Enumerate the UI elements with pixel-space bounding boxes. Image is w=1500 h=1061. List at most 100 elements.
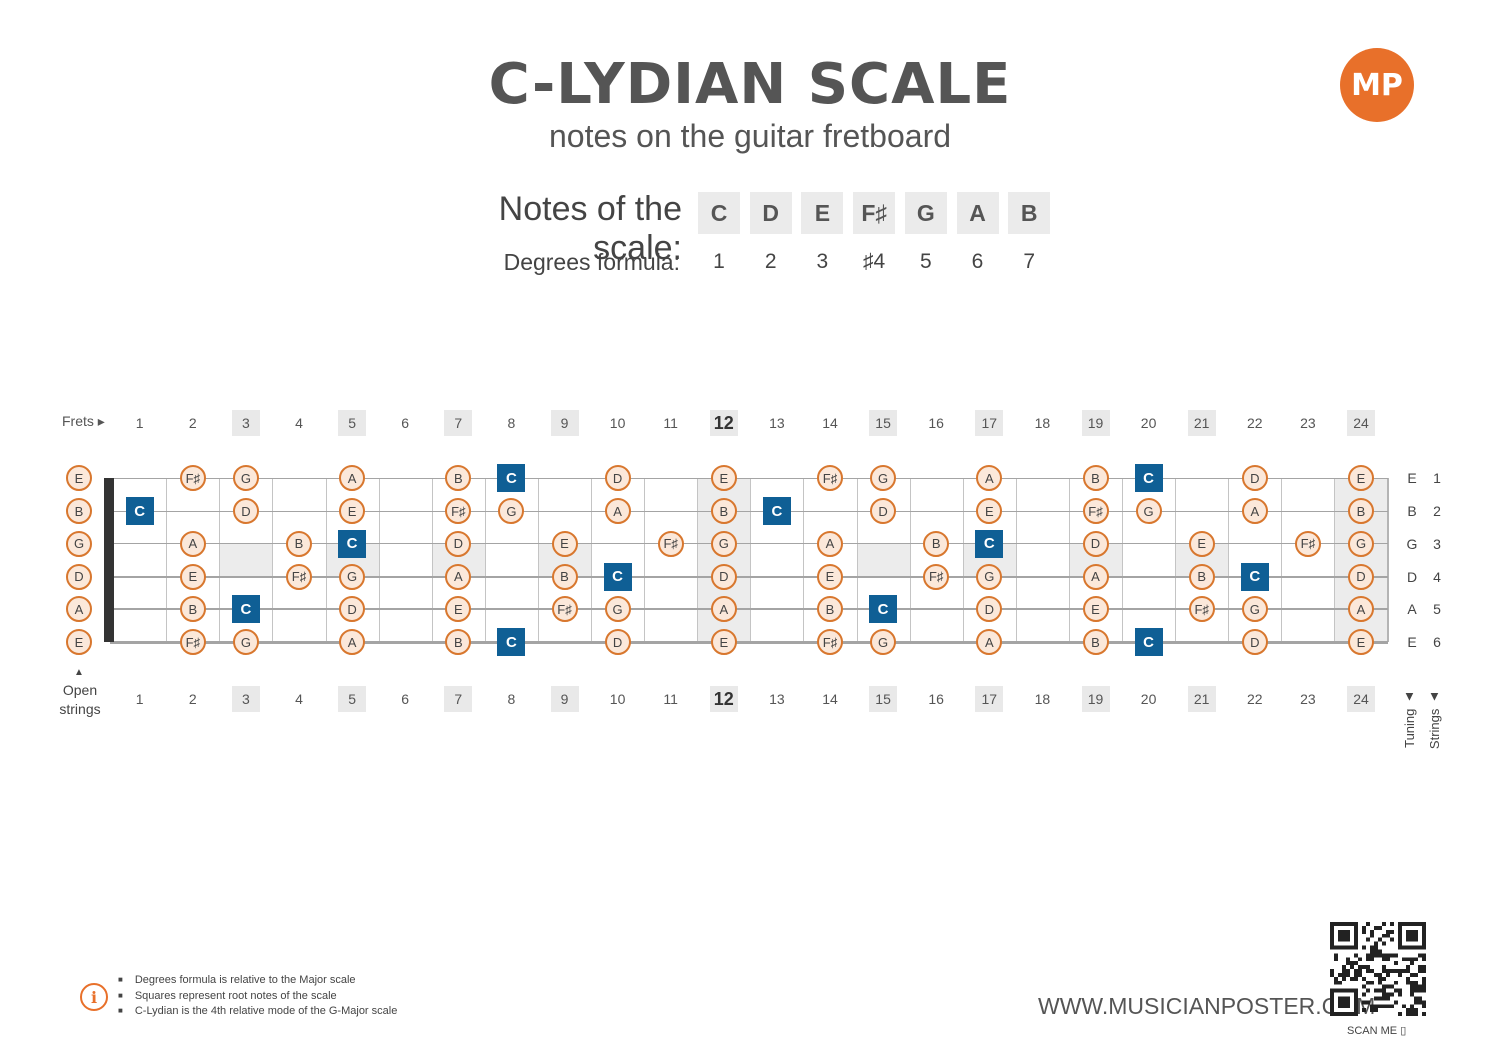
tuning-note: B bbox=[1407, 503, 1417, 519]
degrees-formula-label: Degrees formula: bbox=[503, 249, 680, 275]
open-string-note: E bbox=[66, 465, 92, 491]
page-subtitle: notes on the guitar fretboard bbox=[548, 118, 952, 154]
scale-note-marker: F♯ bbox=[923, 563, 950, 590]
scale-note-marker: A bbox=[339, 465, 366, 491]
scale-note-marker: E bbox=[1348, 629, 1374, 655]
fret-number: 13 bbox=[769, 415, 785, 431]
fret-line bbox=[591, 478, 593, 642]
fret-number: 24 bbox=[1347, 686, 1375, 712]
scale-note-marker: F♯ bbox=[817, 465, 843, 491]
scale-note-marker: G bbox=[604, 596, 631, 622]
qr-code-icon[interactable] bbox=[1330, 922, 1426, 1016]
root-note: C bbox=[338, 529, 367, 558]
scale-note-marker: F♯ bbox=[286, 563, 312, 590]
fret-line bbox=[1228, 478, 1230, 642]
guitar-string bbox=[110, 575, 1388, 578]
fret-number: 22 bbox=[1247, 415, 1263, 431]
fret-number: 11 bbox=[663, 415, 678, 431]
fret-line bbox=[750, 478, 752, 642]
open-strings-label-line1: Open bbox=[62, 682, 98, 698]
scale-note-marker: D bbox=[232, 498, 259, 524]
root-note: C bbox=[975, 529, 1004, 558]
guitar-string bbox=[110, 510, 1388, 512]
scale-note-marker: E bbox=[710, 465, 737, 491]
fret-number: 1 bbox=[135, 691, 144, 707]
scale-note: F♯ bbox=[853, 192, 896, 234]
fret-number: 2 bbox=[188, 415, 197, 431]
scale-note-marker: F♯ bbox=[1294, 530, 1321, 557]
open-string-note: G bbox=[66, 530, 92, 557]
scale-note-marker: D bbox=[1082, 530, 1109, 557]
fret-line bbox=[962, 478, 964, 642]
guitar-string bbox=[110, 477, 1388, 479]
website-link[interactable]: WWW.MUSICIANPOSTER.COM bbox=[1038, 993, 1376, 1019]
scale-degree: 3 bbox=[816, 250, 829, 273]
tuning-note: A bbox=[1407, 601, 1417, 617]
fret-line bbox=[484, 478, 486, 642]
root-note: C bbox=[1134, 464, 1163, 492]
scale-note-marker: F♯ bbox=[1188, 596, 1215, 622]
scale-note-marker: G bbox=[1135, 498, 1162, 524]
scale-degree: 1 bbox=[713, 250, 725, 273]
scale-note-marker: G bbox=[1241, 596, 1268, 622]
fret-number: 8 bbox=[507, 415, 516, 431]
string-number: 3 bbox=[1433, 535, 1441, 552]
scale-note-marker: D bbox=[339, 596, 366, 622]
fret-number: 1 bbox=[135, 415, 144, 431]
open-string-note: A bbox=[66, 596, 92, 622]
scale-note-marker: A bbox=[1082, 563, 1109, 590]
scale-note-marker: A bbox=[976, 629, 1003, 655]
fret-number: 6 bbox=[401, 691, 410, 707]
fret-number: 22 bbox=[1247, 691, 1263, 707]
fret-number: 9 bbox=[550, 410, 579, 436]
scale-note-marker: G bbox=[870, 629, 897, 655]
root-note: C bbox=[603, 562, 632, 591]
fret-number: 14 bbox=[822, 415, 838, 431]
fret-number: 5 bbox=[338, 410, 367, 436]
fret-number: 18 bbox=[1034, 691, 1051, 707]
root-note: C bbox=[1134, 628, 1163, 656]
notes-of-scale-label: Notes of the scale: bbox=[498, 190, 682, 267]
fret-line bbox=[378, 478, 380, 642]
scale-note-marker: F♯ bbox=[817, 629, 843, 655]
scale-note-marker: G bbox=[1348, 530, 1374, 557]
open-strings-arrow-icon: ▲ bbox=[74, 667, 84, 678]
fret-number: 4 bbox=[295, 691, 303, 707]
scale-note-marker: E bbox=[710, 629, 737, 655]
scale-note-marker: D bbox=[445, 530, 472, 557]
root-note: C bbox=[497, 464, 526, 492]
scale-note: C bbox=[698, 192, 740, 234]
fret-number: 20 bbox=[1140, 415, 1157, 431]
fret-number: 15 bbox=[869, 686, 898, 712]
scale-note-marker: F♯ bbox=[445, 498, 472, 524]
scale-note-marker: F♯ bbox=[179, 629, 206, 655]
scale-note-marker: E bbox=[445, 596, 472, 622]
scale-degree: 7 bbox=[1023, 250, 1036, 273]
footnote-squares: Squares represent root notes of the scal… bbox=[118, 989, 397, 1005]
scale-note-marker: A bbox=[1348, 596, 1374, 622]
scale-note: B bbox=[1008, 192, 1051, 234]
scale-note-marker: F♯ bbox=[179, 465, 206, 491]
scale-note-marker: D bbox=[710, 563, 737, 590]
guitar-string bbox=[110, 607, 1388, 611]
scale-note-marker: D bbox=[1241, 629, 1268, 655]
fret-line bbox=[1068, 478, 1070, 642]
fret-line bbox=[325, 478, 327, 642]
fret-line bbox=[1122, 478, 1124, 642]
fret-line bbox=[856, 478, 858, 642]
info-icon: i bbox=[80, 983, 108, 1011]
fret-number: 12 bbox=[709, 410, 738, 436]
fret-number: 23 bbox=[1300, 415, 1316, 431]
scale-note-marker: E bbox=[976, 498, 1003, 524]
fret-number: 5 bbox=[338, 686, 367, 712]
open-strings-label-line2: strings bbox=[59, 701, 101, 717]
scale-degree: 6 bbox=[971, 250, 984, 273]
fret-number: 24 bbox=[1347, 410, 1375, 436]
scale-note-marker: B bbox=[710, 498, 737, 524]
scale-note-marker: E bbox=[339, 498, 366, 524]
logo: MP bbox=[1340, 48, 1414, 122]
fret-number: 8 bbox=[507, 691, 516, 707]
scale-note-marker: A bbox=[710, 596, 737, 622]
fret-line bbox=[1175, 478, 1177, 642]
open-string-note: D bbox=[66, 563, 92, 590]
